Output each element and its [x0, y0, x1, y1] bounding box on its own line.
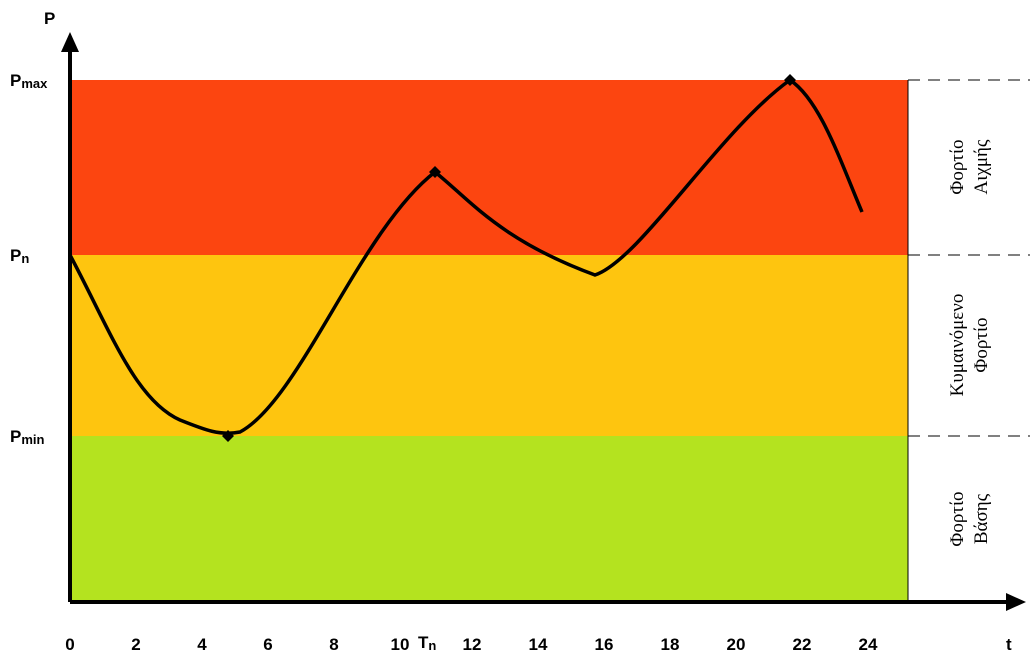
x-axis-label: t: [1006, 635, 1012, 654]
x-tick-label: 24: [859, 635, 878, 654]
dashed-lines: [908, 79, 1030, 437]
x-tick-label: 16: [595, 635, 614, 654]
y-axis-label: P: [44, 9, 55, 28]
tn-label: Tn: [418, 633, 436, 653]
zone-line: Κυμαινόμενο: [947, 294, 968, 397]
main: P: [10, 246, 21, 265]
x-tick-label: 8: [329, 635, 338, 654]
x-tick-label: 4: [197, 635, 207, 654]
sub: n: [21, 251, 29, 266]
level-label: Pmax: [10, 71, 48, 91]
x-tick-label: 18: [661, 635, 680, 654]
zone-line: Αιχμής: [971, 139, 992, 194]
sub: n: [428, 638, 436, 653]
x-arrow: [1006, 593, 1026, 611]
x-tick-label: 12: [463, 635, 482, 654]
x-tick-label: 0: [65, 635, 74, 654]
main: P: [10, 71, 21, 90]
x-tick-label: 10: [391, 635, 410, 654]
level-label: Pmin: [10, 427, 45, 447]
zone-line: Φορτίο: [971, 317, 992, 372]
main: P: [10, 427, 21, 446]
curve-points: [222, 74, 796, 442]
main: T: [418, 633, 429, 652]
zone-line: Φορτίο: [947, 139, 968, 194]
x-tick-label: 22: [793, 635, 812, 654]
peak-band: [70, 80, 908, 255]
level-label: Pn: [10, 246, 29, 266]
zone-label: Φορτίο Αιχμής: [947, 139, 992, 194]
x-tick-label: 2: [131, 635, 140, 654]
y-arrow: [61, 32, 79, 52]
load-curve: [68, 77, 864, 435]
zone-label: Κυμαινόμενο Φορτίο: [947, 294, 992, 397]
base-band: [70, 436, 908, 602]
zone-label: Φορτίο Βάσης: [947, 491, 992, 546]
x-tick-label: 14: [529, 635, 548, 654]
x-tick-label: 6: [263, 635, 272, 654]
zone-line: Φορτίο: [947, 491, 968, 546]
sub: min: [21, 432, 44, 447]
sub: max: [21, 76, 48, 91]
zone-line: Βάσης: [971, 493, 992, 544]
x-tick-label: 20: [727, 635, 746, 654]
mid-band: [70, 255, 908, 436]
